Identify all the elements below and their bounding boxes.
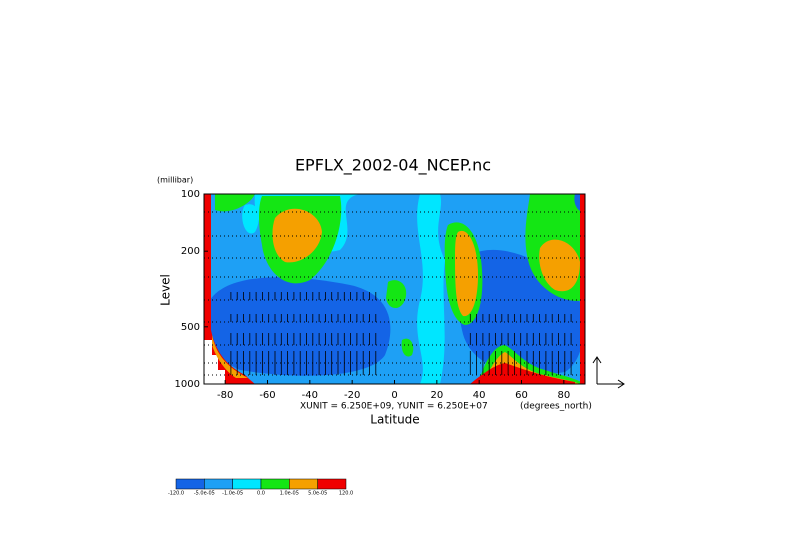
y-tick-label: 500 (181, 322, 200, 333)
annotation: XUNIT = 6.250E+09, YUNIT = 6.250E+07 (300, 402, 488, 412)
colorbar-bin (232, 478, 262, 490)
colorbar-label: -5.0e-05 (194, 491, 215, 497)
colorbar-bin (175, 478, 205, 490)
colorbar-bin (204, 478, 233, 490)
x-tick-label: 0 (391, 390, 397, 401)
colorbar-bin (289, 478, 318, 490)
x-tick-label: 20 (430, 390, 443, 401)
x-tick-label: -20 (344, 390, 360, 401)
colorbar-label: 120.0 (339, 491, 353, 497)
colorbar-label: 5.0e-05 (308, 491, 327, 497)
x-axis-label: Latitude (370, 413, 419, 427)
x-tick-label: -80 (217, 390, 233, 401)
x-tick-label: -60 (259, 390, 275, 401)
y-unit: (millibar) (157, 176, 193, 185)
y-tick-label: 100 (181, 189, 200, 200)
vector-field (230, 292, 572, 375)
colorbar-label: 1.0e-05 (280, 491, 299, 497)
x-unit: (degrees_north) (520, 402, 592, 412)
colorbar-bin (260, 478, 290, 490)
chart-title: EPFLX_2002-04_NCEP.nc (295, 156, 491, 176)
x-tick-label: 60 (515, 390, 528, 401)
contour-field (204, 194, 585, 384)
y-axis-label: Level (159, 274, 173, 306)
colorbar-label: 0.0 (257, 491, 265, 497)
y-tick-label: 1000 (175, 379, 200, 390)
y-tick-label: 200 (181, 246, 200, 257)
x-tick-label: -40 (302, 390, 318, 401)
colorbar-bin (317, 478, 347, 490)
colorbar-label: -1.0e-05 (222, 491, 243, 497)
colorbar-label: -120.0 (168, 491, 184, 497)
reference-arrows (592, 356, 625, 389)
colorbar: -120.0 -5.0e-05 -1.0e-05 0.0 1.0e-05 5.0e-05 1… (168, 478, 353, 497)
x-tick-label: 80 (557, 390, 570, 401)
x-tick-label: 40 (473, 390, 486, 401)
